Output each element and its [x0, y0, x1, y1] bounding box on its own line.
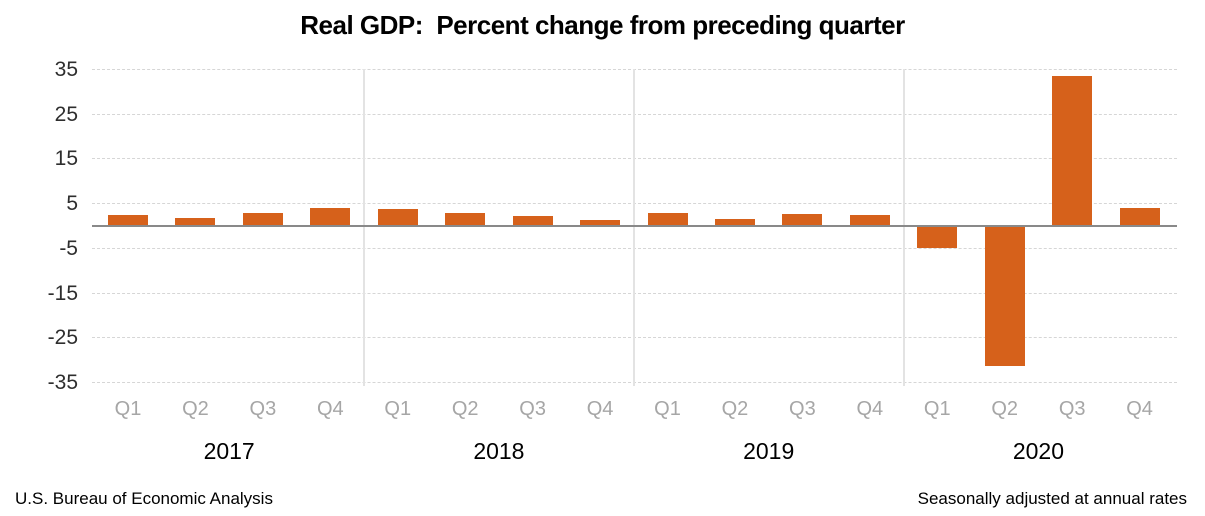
source-footnote: U.S. Bureau of Economic Analysis — [15, 489, 273, 508]
x-label-2020-q3: Q3 — [1058, 398, 1086, 420]
y-axis-tick--5: -5 — [59, 236, 78, 260]
x-label-2020-q4: Q4 — [1126, 398, 1153, 420]
bar-2020-q2 — [984, 225, 1025, 366]
year-separator — [902, 69, 905, 386]
y-axis-tick-5: 5 — [66, 192, 78, 216]
bar-2019-q2 — [714, 218, 755, 226]
x-label-year-2019: 2019 — [743, 438, 795, 464]
bar-2018-q3 — [512, 216, 553, 226]
bar-2017-q3 — [242, 212, 283, 226]
bar-2020-q1 — [917, 225, 958, 248]
bar-2018-q2 — [445, 213, 486, 226]
x-label-year-2017: 2017 — [203, 438, 255, 464]
y-axis-tick--15: -15 — [47, 281, 78, 305]
bar-2020-q3 — [1052, 76, 1093, 226]
bar-2018-q1 — [377, 208, 418, 226]
y-axis-tick--35: -35 — [47, 371, 78, 394]
x-label-year-2020: 2020 — [1012, 438, 1065, 464]
chart-title: Real GDP: Percent change from preceding … — [300, 10, 905, 40]
bar-2018-q4 — [580, 219, 621, 226]
bar-2017-q2 — [175, 217, 216, 226]
x-label-2017-q1: Q1 — [114, 398, 142, 420]
adjustment-footnote: Seasonally adjusted at annual rates — [917, 489, 1187, 508]
x-label-2020-q2: Q2 — [991, 398, 1019, 420]
plot-area — [92, 69, 1177, 386]
x-label-year-2018: 2018 — [473, 438, 525, 464]
bar-2017-q1 — [108, 215, 148, 226]
y-axis-tick-15: 15 — [54, 147, 78, 171]
bar-2019-q1 — [647, 212, 688, 226]
bar-2017-q4 — [310, 208, 351, 226]
bar-2020-q4 — [1119, 207, 1160, 226]
y-axis-tick-25: 25 — [54, 102, 78, 126]
x-label-2018-q2: Q2 — [451, 398, 479, 420]
bar-2019-q3 — [782, 213, 823, 226]
x-label-2019-q1: Q1 — [654, 398, 681, 420]
x-label-2018-q4: Q4 — [586, 398, 614, 420]
x-label-2019-q3: Q3 — [789, 398, 816, 420]
x-label-2017-q3: Q3 — [249, 398, 277, 420]
bar-2019-q4 — [849, 214, 890, 226]
x-label-2018-q3: Q3 — [519, 398, 546, 420]
x-label-2017-q2: Q2 — [182, 398, 209, 420]
zero-axis-line — [92, 224, 1177, 227]
y-axis-tick-35: 35 — [54, 58, 78, 81]
x-label-2020-q1: Q1 — [923, 398, 951, 420]
x-label-2017-q4: Q4 — [316, 398, 344, 420]
x-label-2019-q4: Q4 — [856, 398, 884, 420]
year-separator — [632, 69, 635, 386]
x-label-2018-q1: Q1 — [384, 398, 412, 420]
x-label-2019-q2: Q2 — [721, 398, 749, 420]
year-separator — [363, 69, 366, 386]
y-axis-tick--25: -25 — [47, 326, 78, 350]
